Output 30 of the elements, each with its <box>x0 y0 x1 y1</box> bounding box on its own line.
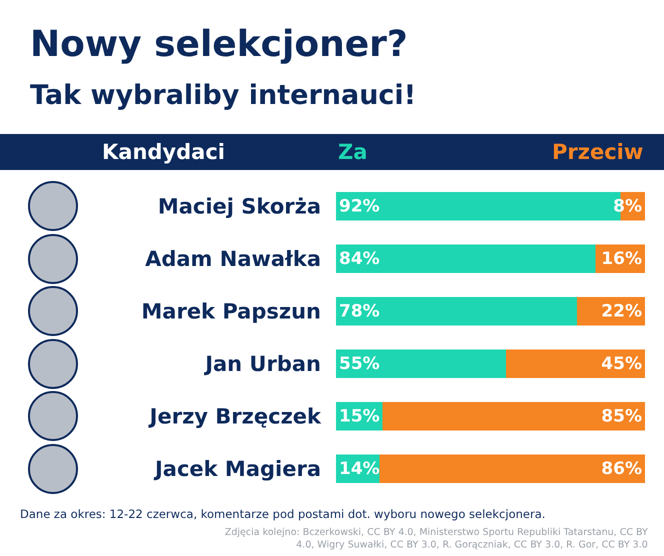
bar <box>382 402 645 430</box>
data-label: 86% <box>601 458 642 479</box>
data-label: 78% <box>339 301 380 322</box>
data-label: 22% <box>601 301 642 322</box>
y-tick-label: Maciej Skorża <box>158 194 321 219</box>
data-label: 84% <box>339 248 380 269</box>
data-label: 16% <box>601 248 642 269</box>
series-label: Za <box>338 140 368 164</box>
data-label: 15% <box>339 406 380 426</box>
bar <box>336 350 506 378</box>
data-label: 45% <box>601 354 642 374</box>
y-tick-label: Jan Urban <box>203 352 321 376</box>
bar <box>336 244 596 273</box>
data-label: 92% <box>339 196 380 216</box>
data-label: 55% <box>339 354 380 374</box>
bar <box>336 297 578 326</box>
chart-title: Nowy selekcjoner? <box>30 24 408 65</box>
data-label: 85% <box>601 406 642 426</box>
y-tick-label: Marek Papszun <box>141 300 321 324</box>
data-label: 14% <box>339 458 380 479</box>
chart-subtitle: Tak wybraliby internauci! <box>30 80 416 111</box>
y-tick-label: Jacek Magiera <box>152 457 321 482</box>
series-label: Przeciw <box>552 140 644 164</box>
text: Zdjęcia kolejno: Bczerkowski, CC BY 4.0, Ministerstwo Sportu Republiki Tatarstanu, CC BY 4.0, Wigry Suwałki, CC BY 3.0, R. Gorączniak, CC BY 3.0, R. Gor, CC BY 3.0 <box>224 527 648 550</box>
y-tick-label: Jerzy Brzęczek <box>148 404 322 429</box>
text: Dane za okres: 12-22 czerwca, komentarze pod postami dot. wyboru nowego selekcjonera. <box>20 507 546 521</box>
y-tick-label: Adam Nawałka <box>145 247 321 272</box>
bar <box>506 350 645 378</box>
y-axis-title: Kandydaci <box>102 140 225 164</box>
bar <box>379 454 645 483</box>
